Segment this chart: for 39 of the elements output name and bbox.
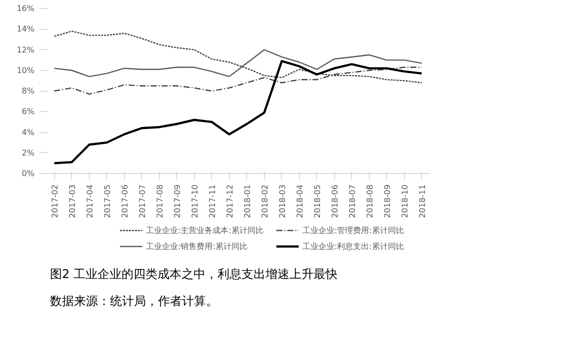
y-tick-label: 6% bbox=[22, 107, 35, 116]
x-tick-label: 2017-07 bbox=[138, 184, 147, 218]
x-tick-label: 2018-11 bbox=[418, 184, 427, 218]
line-series bbox=[53, 60, 423, 164]
x-tick-label: 2018-04 bbox=[295, 184, 304, 218]
y-tick-label: 0% bbox=[22, 169, 35, 178]
x-tick-label: 2017-02 bbox=[50, 184, 60, 218]
x-tick-label: 2017-03 bbox=[68, 184, 77, 218]
legend-label: 工业企业:利息支出:累计同比 bbox=[302, 242, 404, 251]
y-tick-label: 10% bbox=[16, 66, 35, 75]
x-tick-label: 2017-11 bbox=[208, 184, 217, 218]
x-tick-label: 2017-09 bbox=[172, 184, 182, 218]
x-tick-label: 2018-06 bbox=[330, 184, 340, 218]
source-note: 数据来源：统计局，作者计算。 bbox=[50, 293, 219, 310]
y-tick-label: 14% bbox=[16, 24, 35, 34]
line-series bbox=[54, 49, 422, 78]
y-tick-label: 12% bbox=[16, 45, 35, 54]
x-tick-label: 2018-08 bbox=[365, 184, 374, 218]
y-tick-label: 8% bbox=[22, 86, 35, 96]
x-tick-label: 2017-10 bbox=[190, 184, 200, 218]
x-tick-label: 2018-03 bbox=[278, 184, 287, 218]
y-tick-label: 2% bbox=[22, 148, 35, 158]
x-tick-label: 2018-02 bbox=[260, 184, 270, 218]
x-tick-label: 2017-12 bbox=[225, 184, 234, 218]
x-tick-label: 2018-01 bbox=[242, 184, 252, 218]
x-tick-label: 2018-07 bbox=[348, 184, 357, 218]
legend-label: 工业企业:管理费用:累计同比 bbox=[302, 226, 404, 235]
x-tick-label: 2017-05 bbox=[102, 184, 112, 218]
y-tick-label: 4% bbox=[22, 128, 35, 137]
text: 图2 工业企业的四类成本之中，利息支出增速上升最快 bbox=[50, 266, 338, 283]
x-tick-label: 2017-08 bbox=[155, 184, 164, 218]
x-tick-label: 2017-06 bbox=[120, 184, 130, 218]
y-tick-label: 16% bbox=[16, 4, 35, 13]
x-tick-label: 2018-05 bbox=[312, 184, 322, 218]
legend-label: 工业企业:主营业务成本:累计同比 bbox=[146, 226, 264, 235]
x-tick-label: 2017-04 bbox=[85, 184, 94, 218]
x-tick-label: 2018-09 bbox=[382, 184, 392, 218]
x-tick-label: 2018-10 bbox=[400, 184, 410, 218]
legend-label: 工业企业:销售费用:累计同比 bbox=[146, 242, 248, 251]
